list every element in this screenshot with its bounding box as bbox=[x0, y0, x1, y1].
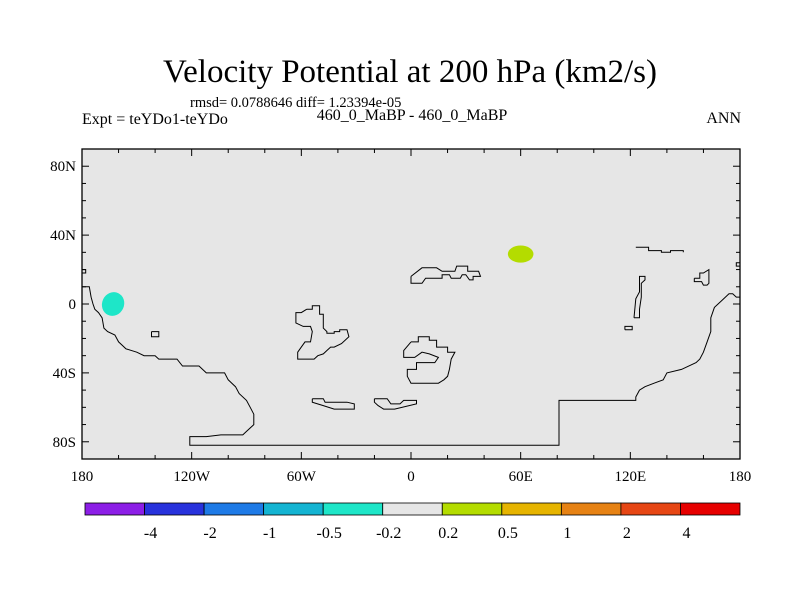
colorbar-label: 2 bbox=[623, 525, 631, 542]
colorbar-swatch bbox=[560, 502, 622, 516]
colorbar-label: 1 bbox=[563, 525, 571, 542]
coastline bbox=[403, 336, 456, 384]
x-tick-label: 180 bbox=[71, 469, 94, 485]
colorbar-swatch bbox=[263, 502, 324, 516]
y-tick-label: 80S bbox=[53, 435, 76, 451]
coastline bbox=[373, 398, 417, 410]
colorbar-label: 0.5 bbox=[498, 525, 518, 542]
colorbar-swatch bbox=[441, 502, 503, 516]
y-tick-label: 0 bbox=[69, 297, 77, 313]
colorbar-label: -0.5 bbox=[317, 525, 342, 542]
coastline bbox=[311, 398, 355, 410]
colorbar-label: -0.2 bbox=[376, 525, 401, 542]
x-tick-label: 120W bbox=[173, 469, 211, 485]
axis-ticks bbox=[81, 148, 741, 460]
y-tick-label: 40N bbox=[50, 228, 76, 244]
chart-title: Velocity Potential at 200 hPa (km2/s) bbox=[163, 54, 657, 90]
colorbar-swatch bbox=[144, 502, 205, 516]
x-tick-label: 180 bbox=[729, 469, 752, 485]
x-tick-label: 0 bbox=[407, 469, 415, 485]
case-label: 460_0_MaBP - 460_0_MaBP bbox=[317, 107, 508, 124]
colorbar-swatch bbox=[620, 502, 681, 516]
colorbar-label: -1 bbox=[263, 525, 276, 542]
map-panel: 180 120W 60W 0 60E 120E 180 80N 40N 0 40S 80S bbox=[50, 148, 751, 485]
colorbar-swatch bbox=[203, 502, 265, 516]
colorbar-label: -2 bbox=[203, 525, 216, 542]
colorbar-swatch bbox=[322, 502, 384, 516]
coastline bbox=[693, 268, 710, 286]
negative-anomaly bbox=[101, 292, 125, 316]
stats-line: rmsd= 0.0788646 diff= 1.23394e-05 bbox=[190, 95, 401, 111]
colorbar: -4 -2 -1 -0.5 -0.2 0.2 0.5 1 2 4 bbox=[84, 502, 741, 542]
x-tick-label: 120E bbox=[614, 469, 646, 485]
colorbar-label: 0.2 bbox=[438, 525, 458, 542]
coastline bbox=[624, 325, 633, 331]
coastline bbox=[633, 275, 646, 319]
colorbar-swatch bbox=[501, 502, 562, 516]
x-tick-label: 60W bbox=[287, 469, 317, 485]
map-background bbox=[82, 149, 740, 459]
y-tick-label: 80N bbox=[50, 159, 76, 175]
coastline bbox=[295, 305, 350, 360]
coastline bbox=[151, 331, 160, 338]
coastline bbox=[635, 246, 684, 253]
colorbar-label: -4 bbox=[144, 525, 157, 542]
coastline-layer bbox=[82, 246, 740, 446]
anomaly-layer bbox=[101, 245, 534, 316]
x-tick-label: 60E bbox=[509, 469, 533, 485]
colorbar-swatch bbox=[382, 502, 443, 516]
coastline bbox=[410, 265, 482, 284]
season-label: ANN bbox=[706, 110, 741, 127]
experiment-label: Expt = teYDo1-teYDo bbox=[82, 111, 228, 128]
colorbar-swatch bbox=[680, 502, 741, 516]
coastline bbox=[82, 286, 740, 446]
positive-anomaly bbox=[507, 245, 534, 263]
y-tick-label: 40S bbox=[53, 366, 76, 382]
axis-tick-labels: 180 120W 60W 0 60E 120E 180 80N 40N 0 40S 80S bbox=[50, 159, 751, 485]
colorbar-label: 4 bbox=[682, 525, 690, 542]
colorbar-swatch bbox=[84, 502, 145, 516]
coastline bbox=[735, 262, 740, 267]
